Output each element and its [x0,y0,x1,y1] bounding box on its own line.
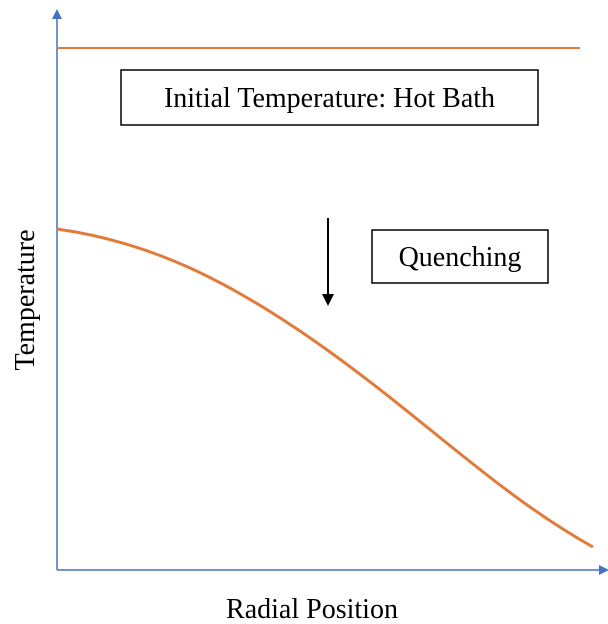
process-label: Quenching [399,242,522,273]
initial-box [120,69,539,126]
y-axis-label: Temperature [10,229,41,370]
x-axis-label: Radial Position [226,594,398,624]
quenched-profile [56,227,594,549]
process-box [371,229,549,284]
initial-label: Initial Temperature: Hot Bath [164,83,495,114]
